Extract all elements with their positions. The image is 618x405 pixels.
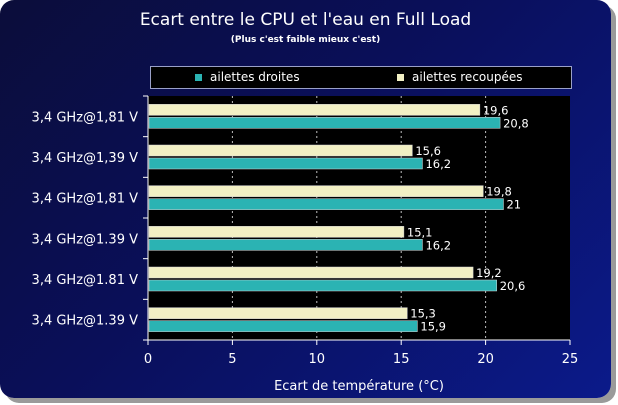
bar-droites [148,157,423,170]
bar-droites [148,279,497,292]
bar-droites [148,239,423,251]
x-tick-label: 5 [228,352,236,367]
x-axis-title: Ecart de température (°C) [274,379,444,394]
data-label: 15,6 [415,144,441,158]
legend-item-recoupees: ailettes recoupées [397,70,523,84]
bar-recoupees [148,185,484,197]
chart-title: Ecart entre le CPU et l'eau en Full Load [139,10,472,30]
data-label: 15,3 [410,307,436,321]
bar-droites [148,198,504,210]
legend-label-recoupees: ailettes recoupées [412,70,523,84]
category-label: 3,4 GHz@1.39 V [32,232,139,247]
category-label: 3,4 GHz@1.39 V [32,314,139,329]
category-label: 3,4 GHz@1,81 V [32,192,139,207]
data-label: 15,9 [420,320,446,334]
legend-swatch-droites [195,74,202,81]
bar-recoupees [148,104,481,116]
category-label: 3,4 GHz@1.81 V [32,273,139,288]
legend: ailettes droites ailettes recoupées [150,66,572,89]
x-tick-label: 15 [393,352,410,367]
data-label: 19,6 [483,103,509,117]
data-label: 20,6 [500,279,526,293]
data-label: 20,8 [503,116,529,130]
chart-frame: Ecart entre le CPU et l'eau en Full Load… [0,0,611,398]
bar-recoupees [148,144,413,157]
legend-item-droites: ailettes droites [195,70,300,84]
data-label: 16,2 [425,157,451,171]
data-label: 16,2 [425,238,451,252]
legend-label-droites: ailettes droites [210,70,300,84]
x-tick-label: 10 [309,352,326,367]
x-tick-label: 20 [477,352,494,367]
bar-droites [148,320,418,332]
chart-subtitle: (Plus c'est faible mieux c'est) [230,35,381,45]
bar-recoupees [148,226,405,238]
category-label: 3,4 GHz@1,81 V [32,110,139,125]
bar-droites [148,117,501,129]
legend-swatch-recoupees [397,74,404,81]
chart-svg: 0 5 10 15 20 25 Ecart de température (°C) 3,4 G… [32,96,579,394]
category-label: 3,4 GHz@1,39 V [32,151,139,166]
plot-area [148,96,570,340]
x-tick-label: 25 [562,352,579,367]
data-label: 21 [506,198,521,212]
bar-recoupees [148,266,474,279]
data-label: 15,1 [407,225,433,239]
data-label: 19,8 [486,185,512,199]
x-tick-label: 0 [144,352,152,367]
bar-recoupees [148,307,408,319]
data-label: 19,2 [476,266,502,280]
